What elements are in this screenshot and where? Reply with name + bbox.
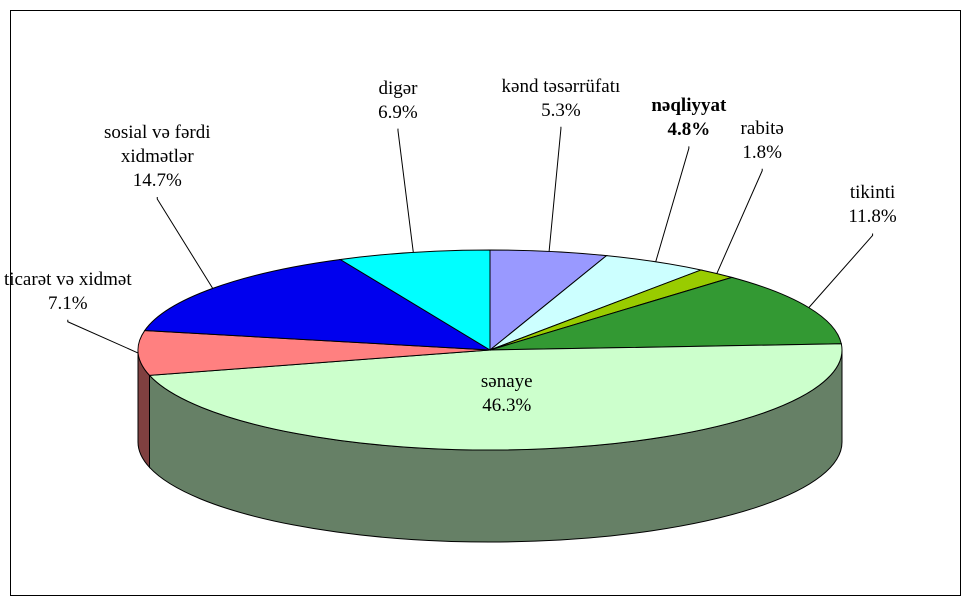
value-label: 14.7% <box>132 169 182 191</box>
value-label: 11.8% <box>848 206 897 228</box>
value-label: 46.3% <box>482 395 532 417</box>
value-label: 5.3% <box>541 99 581 121</box>
category-label: tikinti <box>849 182 896 204</box>
category-label: digər <box>378 77 418 99</box>
slice <box>137 330 491 376</box>
slice-label: tikinti 11.8% <box>848 181 896 229</box>
category-label: rabitə <box>740 117 784 139</box>
category-label: sənaye <box>480 371 533 393</box>
leader-line <box>548 126 562 252</box>
category-label: sosial və fərdi xidmətlər <box>103 121 211 167</box>
slice-label: nəqliyyat 4.8% <box>651 94 726 142</box>
slice-label: rabitə 1.8% <box>741 117 784 165</box>
slice <box>489 276 842 351</box>
leader-line <box>156 196 214 289</box>
slice <box>338 249 491 351</box>
leader-line <box>397 128 414 253</box>
slice-label: sosial və fərdi xidmətlər 14.7% <box>104 121 211 193</box>
leader-line <box>655 146 690 262</box>
value-label: 7.1% <box>47 292 88 314</box>
category-label: ticarət və xidmət <box>3 268 132 290</box>
category-label: kənd təsərrüfatı <box>501 75 621 97</box>
leader-line <box>716 168 763 274</box>
leader-line <box>808 233 874 308</box>
value-label: 6.9% <box>378 101 418 123</box>
leader-line <box>67 319 139 354</box>
slice-label: kənd təsərrüfatı 5.3% <box>502 75 621 123</box>
value-label: 4.8% <box>667 119 711 141</box>
slice-label: sənaye 46.3% <box>481 370 533 418</box>
slice-label: digər 6.9% <box>378 77 418 125</box>
category-label: nəqliyyat <box>651 95 727 117</box>
value-label: 1.8% <box>742 141 782 163</box>
slice <box>143 258 491 351</box>
slice-label: ticarət və xidmət 7.1% <box>4 268 132 316</box>
slice <box>148 343 843 451</box>
